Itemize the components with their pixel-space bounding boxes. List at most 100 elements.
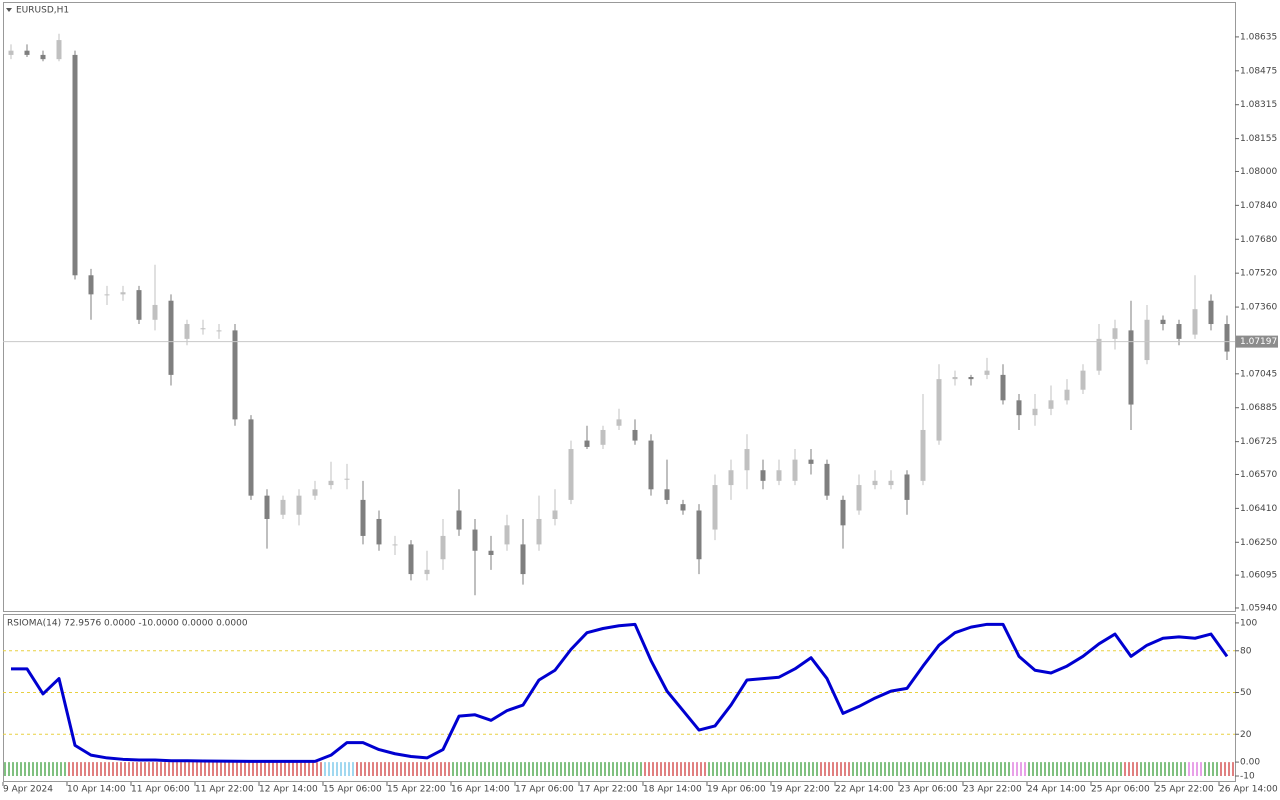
y-tick-label: 1.06410 — [1240, 504, 1277, 514]
candle-body — [664, 489, 670, 500]
candle-body — [1016, 400, 1022, 416]
symbol-title: EURUSD,H1 — [16, 6, 69, 16]
candle-body — [1160, 319, 1166, 325]
x-tick-label: 15 Apr 06:00 — [323, 785, 382, 795]
candle-body — [968, 377, 974, 380]
x-tick-label: 12 Apr 14:00 — [259, 785, 318, 795]
candle-body — [984, 370, 990, 375]
candle-body — [152, 304, 158, 320]
symbol-dropdown[interactable] — [6, 8, 12, 12]
y-tick-label: 1.06570 — [1240, 470, 1277, 480]
candle-body — [184, 324, 190, 339]
candle-body — [424, 569, 430, 575]
candle-body — [600, 429, 606, 445]
x-tick-label: 23 Apr 22:00 — [963, 785, 1022, 795]
candle-body — [792, 459, 798, 481]
y-tick-label: 0.00 — [1240, 758, 1260, 768]
candle-body — [776, 470, 782, 481]
candle-body — [72, 54, 78, 276]
candle-body — [840, 499, 846, 526]
candle-body — [88, 275, 94, 295]
x-tick-label: 16 Apr 14:00 — [451, 785, 510, 795]
x-tick-label: 18 Apr 14:00 — [643, 785, 702, 795]
candle-body — [872, 480, 878, 486]
y-tick-label: 1.08155 — [1240, 134, 1277, 144]
candle-body — [824, 463, 830, 496]
y-tick-label: 1.06250 — [1240, 538, 1277, 548]
y-tick-label: 1.06095 — [1240, 571, 1277, 581]
y-tick-label: 1.07045 — [1240, 369, 1277, 379]
y-tick-label: 50 — [1240, 688, 1252, 698]
x-tick-label: 11 Apr 22:00 — [195, 785, 254, 795]
candle-body — [712, 485, 718, 530]
candle-body — [120, 292, 126, 295]
candle-body — [1080, 370, 1086, 390]
candle-body — [312, 489, 318, 496]
candle-body — [920, 429, 926, 481]
y-tick-label: -10 — [1240, 772, 1255, 782]
x-tick-label: 11 Apr 06:00 — [131, 785, 190, 795]
y-tick-label: 1.07840 — [1240, 201, 1277, 211]
x-tick-label: 17 Apr 22:00 — [579, 785, 638, 795]
current-price-box — [1236, 335, 1278, 348]
candle-body — [744, 449, 750, 471]
candle-body — [1096, 338, 1102, 371]
candle-body — [856, 485, 862, 511]
candle-body — [1000, 374, 1006, 401]
candle-body — [248, 419, 254, 496]
candle-body — [1144, 319, 1150, 361]
candle-body — [1032, 408, 1038, 416]
candle-body — [136, 290, 142, 320]
candle-body — [104, 294, 110, 296]
candle-body — [504, 525, 510, 545]
candle-body — [728, 470, 734, 486]
candle-body — [1176, 324, 1182, 339]
candle-body — [568, 449, 574, 500]
candle-body — [1128, 330, 1134, 405]
current-price-label: 1.07197 — [1240, 337, 1277, 347]
rsioma-line — [11, 622, 1229, 763]
candle-body — [680, 504, 686, 511]
y-tick-label: 1.08475 — [1240, 66, 1277, 76]
candle-body — [1208, 300, 1214, 325]
y-tick-label: 1.06885 — [1240, 403, 1277, 413]
x-tick-label: 17 Apr 06:00 — [515, 785, 574, 795]
y-tick-label: 80 — [1240, 646, 1252, 656]
candle-body — [56, 40, 62, 60]
candle-body — [616, 419, 622, 426]
candle-body — [936, 379, 942, 441]
candle-body — [520, 544, 526, 575]
indicator-pane — [3, 614, 1236, 782]
candle-body — [552, 510, 558, 519]
candle-body — [280, 499, 286, 515]
y-tick-label: 1.07520 — [1240, 269, 1277, 279]
candle-body — [472, 529, 478, 551]
x-tick-label: 22 Apr 14:00 — [835, 785, 894, 795]
candle-body — [328, 480, 334, 486]
candle-body — [904, 474, 910, 500]
y-tick-label: 1.05940 — [1240, 603, 1277, 613]
x-tick-label: 25 Apr 22:00 — [1155, 785, 1214, 795]
candle-body — [216, 330, 222, 332]
indicator-title: RSIOMA(14) 72.9576 0.0000 -10.0000 0.000… — [7, 619, 248, 629]
x-tick-label: 23 Apr 06:00 — [899, 785, 958, 795]
y-tick-label: 100 — [1240, 618, 1257, 628]
candle-body — [1112, 328, 1118, 339]
candle-body — [888, 480, 894, 486]
x-tick-label: 9 Apr 2024 — [3, 785, 53, 795]
candle-body — [344, 478, 350, 480]
y-tick-label: 1.08000 — [1240, 167, 1277, 177]
candle-body — [696, 510, 702, 560]
candle-body — [1224, 324, 1230, 352]
y-tick-label: 1.08315 — [1240, 100, 1277, 110]
candle-body — [648, 440, 654, 490]
x-tick-label: 26 Apr 14:00 — [1219, 785, 1278, 795]
x-tick-label: 25 Apr 06:00 — [1091, 785, 1150, 795]
y-tick-label: 1.07680 — [1240, 235, 1277, 245]
candle-body — [584, 440, 590, 447]
candle-body — [632, 429, 638, 441]
candle-body — [488, 550, 494, 555]
y-tick-label: 1.06725 — [1240, 437, 1277, 447]
